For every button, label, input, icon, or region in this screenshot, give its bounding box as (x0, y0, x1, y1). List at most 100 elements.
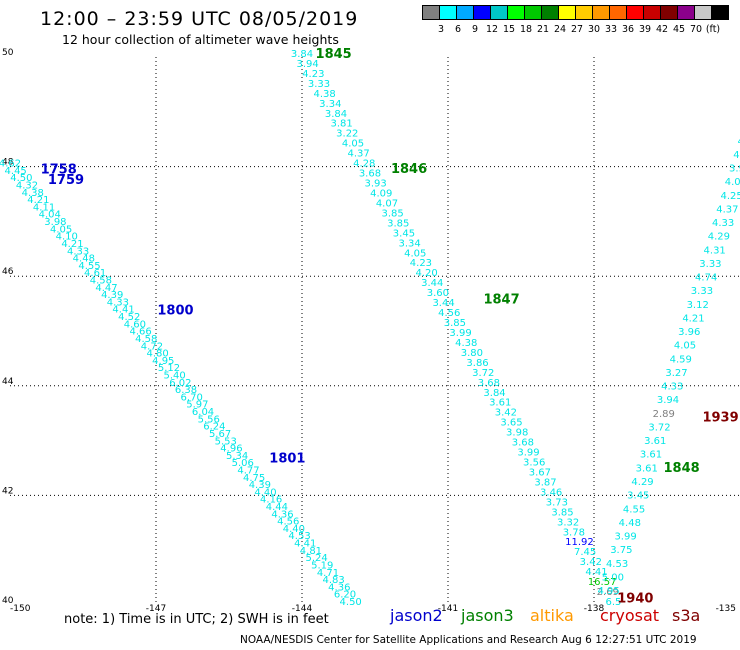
wave-height-value: 4.31 (704, 245, 726, 256)
wave-height-value: 4.41 (294, 539, 316, 550)
wave-height-value: 5.24 (305, 553, 327, 564)
wave-height-value: 3.44 (421, 278, 443, 289)
wave-height-value: 4.21 (27, 195, 49, 206)
wave-height-value: 3.45 (627, 491, 649, 502)
wave-height-value: 4.52 (118, 312, 140, 323)
wave-height-value: 11.92 (565, 537, 594, 548)
wave-height-value: 4.96 (220, 444, 242, 455)
wave-height-value: 16.57 (588, 577, 617, 588)
wave-height-value: 3.73 (546, 497, 568, 508)
page-subtitle: 12 hour collection of altimeter wave hei… (62, 32, 339, 47)
wave-height-value: 4.05 (50, 224, 72, 235)
wave-height-value: 4.53 (288, 531, 310, 542)
wave-height-value: 3.98 (44, 217, 66, 228)
wave-height-value: 3.34 (398, 238, 420, 249)
wave-height-value: 4.10 (56, 232, 78, 243)
wave-height-value: 3.72 (472, 368, 494, 379)
wave-height-value: 4.04 (39, 210, 61, 221)
wave-height-value: 3.68 (359, 169, 381, 180)
wave-height-value: 4.09 (370, 188, 392, 199)
wave-height-value: 4.41 (112, 305, 134, 316)
wave-height-value: 3.67 (529, 467, 551, 478)
wave-height-value: 3.99 (517, 448, 539, 459)
wave-height-value: 4.38 (314, 89, 336, 100)
x-tick-label: -147 (146, 604, 166, 614)
wave-height-value: 4.21 (682, 313, 704, 324)
wave-height-value: 3.27 (665, 368, 687, 379)
wave-height-value: 4.23 (410, 258, 432, 269)
wave-height-value: 4.48 (619, 518, 641, 529)
pass-time-label: 1758 (41, 163, 77, 178)
color-scale-label: 6 (454, 24, 462, 35)
wave-height-value: 4.95 (152, 356, 174, 367)
wave-height-value: 5.00 (602, 572, 624, 583)
wave-height-value: 3.99 (449, 328, 471, 339)
wave-height-value: 5.34 (226, 451, 248, 462)
wave-height-value: 3.61 (640, 450, 662, 461)
wave-height-value: 4.21 (61, 239, 83, 250)
wave-height-value: 4.28 (353, 159, 375, 170)
wave-height-value: 4.38 (22, 188, 44, 199)
wave-height-value: 4.32 (16, 181, 38, 192)
page-title: 12:00 – 23:59 UTC 08/05/2019 (40, 8, 359, 30)
wave-height-value: 4.59 (670, 354, 692, 365)
wave-height-value: 2.69 (597, 587, 619, 598)
wave-height-value: 4.95 (597, 586, 619, 597)
wave-height-value: 4.77 (237, 465, 259, 476)
wave-height-value: 4.33 (107, 297, 129, 308)
wave-height-value: 3.56 (523, 458, 545, 469)
x-tick-label: -141 (438, 604, 458, 614)
footer-credit: NOAA/NESDIS Center for Satellite Applica… (240, 634, 697, 646)
wave-height-value: 4.71 (317, 568, 339, 579)
wave-height-value: 3.68 (512, 438, 534, 449)
pass-time-label: 1847 (483, 293, 519, 308)
color-swatch (711, 5, 729, 20)
y-tick-label: 46 (2, 267, 14, 277)
wave-height-value: 4.20 (415, 268, 437, 279)
color-scale-label: 30 (587, 24, 601, 35)
wave-height-value: 4.50 (10, 173, 32, 184)
wave-height-value: 4.36 (271, 509, 293, 520)
note-text: note: 1) Time is in UTC; 2) SWH is in fe… (64, 612, 329, 627)
wave-height-value: 4.47 (95, 283, 117, 294)
wave-height-value: 3.94 (297, 59, 319, 70)
wave-height-value: 3.75 (610, 545, 632, 556)
wave-height-value: 4.55 (78, 261, 100, 272)
color-scale-label: 21 (536, 24, 550, 35)
x-tick-label: -144 (292, 604, 313, 614)
color-scale-label: 70 (689, 24, 703, 35)
wave-height-value: 3.86 (466, 358, 488, 369)
wave-height-value: 4.66 (129, 327, 151, 338)
color-scale-label: 42 (655, 24, 669, 35)
wave-height-value: 4.40 (254, 487, 276, 498)
wave-height-value: 3.99 (614, 532, 636, 543)
wave-height-value: 7.45 (574, 547, 596, 558)
pass-time-label: 1846 (391, 162, 427, 177)
wave-height-value: 5.40 (164, 370, 186, 381)
wave-height-value: 3.61 (489, 398, 511, 409)
satellite-legend-s3a: s3a (672, 606, 701, 625)
wave-height-value: 4.53 (606, 559, 628, 570)
wave-height-value: 4.05 (404, 248, 426, 259)
wave-height-value: 4.37 (347, 149, 369, 160)
wave-height-value: 4.56 (438, 308, 460, 319)
wave-height-value: 4.05 (342, 139, 364, 150)
satellite-legend-cryosat: cryosat (600, 606, 660, 625)
wave-height-value: 4.29 (631, 477, 653, 488)
wave-height-value: 4.50 (340, 597, 362, 608)
wave-height-value: 5.53 (215, 436, 237, 447)
wave-height-value: 3.85 (381, 208, 403, 219)
wave-height-value: 4.83 (323, 575, 345, 586)
x-tick-label: -138 (584, 604, 605, 614)
color-scale-label: 36 (621, 24, 635, 35)
wave-height-value: 4.55 (623, 504, 645, 515)
wave-height-value: 6.5 (606, 597, 622, 608)
satellite-legend-altika: altika (530, 606, 574, 625)
wave-height-value: 3.80 (461, 348, 483, 359)
wave-height-value: 4.80 (146, 349, 168, 360)
wave-height-value: 4.39 (101, 290, 123, 301)
pass-time-label: 1940 (617, 591, 653, 606)
wave-height-value: 4.60 (124, 319, 146, 330)
color-scale-label: 27 (570, 24, 584, 35)
pass-time-label: 1801 (269, 452, 305, 467)
